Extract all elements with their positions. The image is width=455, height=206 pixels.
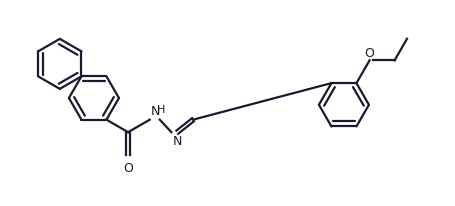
Text: O: O	[123, 162, 133, 175]
Text: O: O	[364, 46, 374, 59]
Text: H: H	[157, 105, 165, 115]
Text: N: N	[172, 135, 181, 148]
Text: N: N	[150, 105, 160, 118]
